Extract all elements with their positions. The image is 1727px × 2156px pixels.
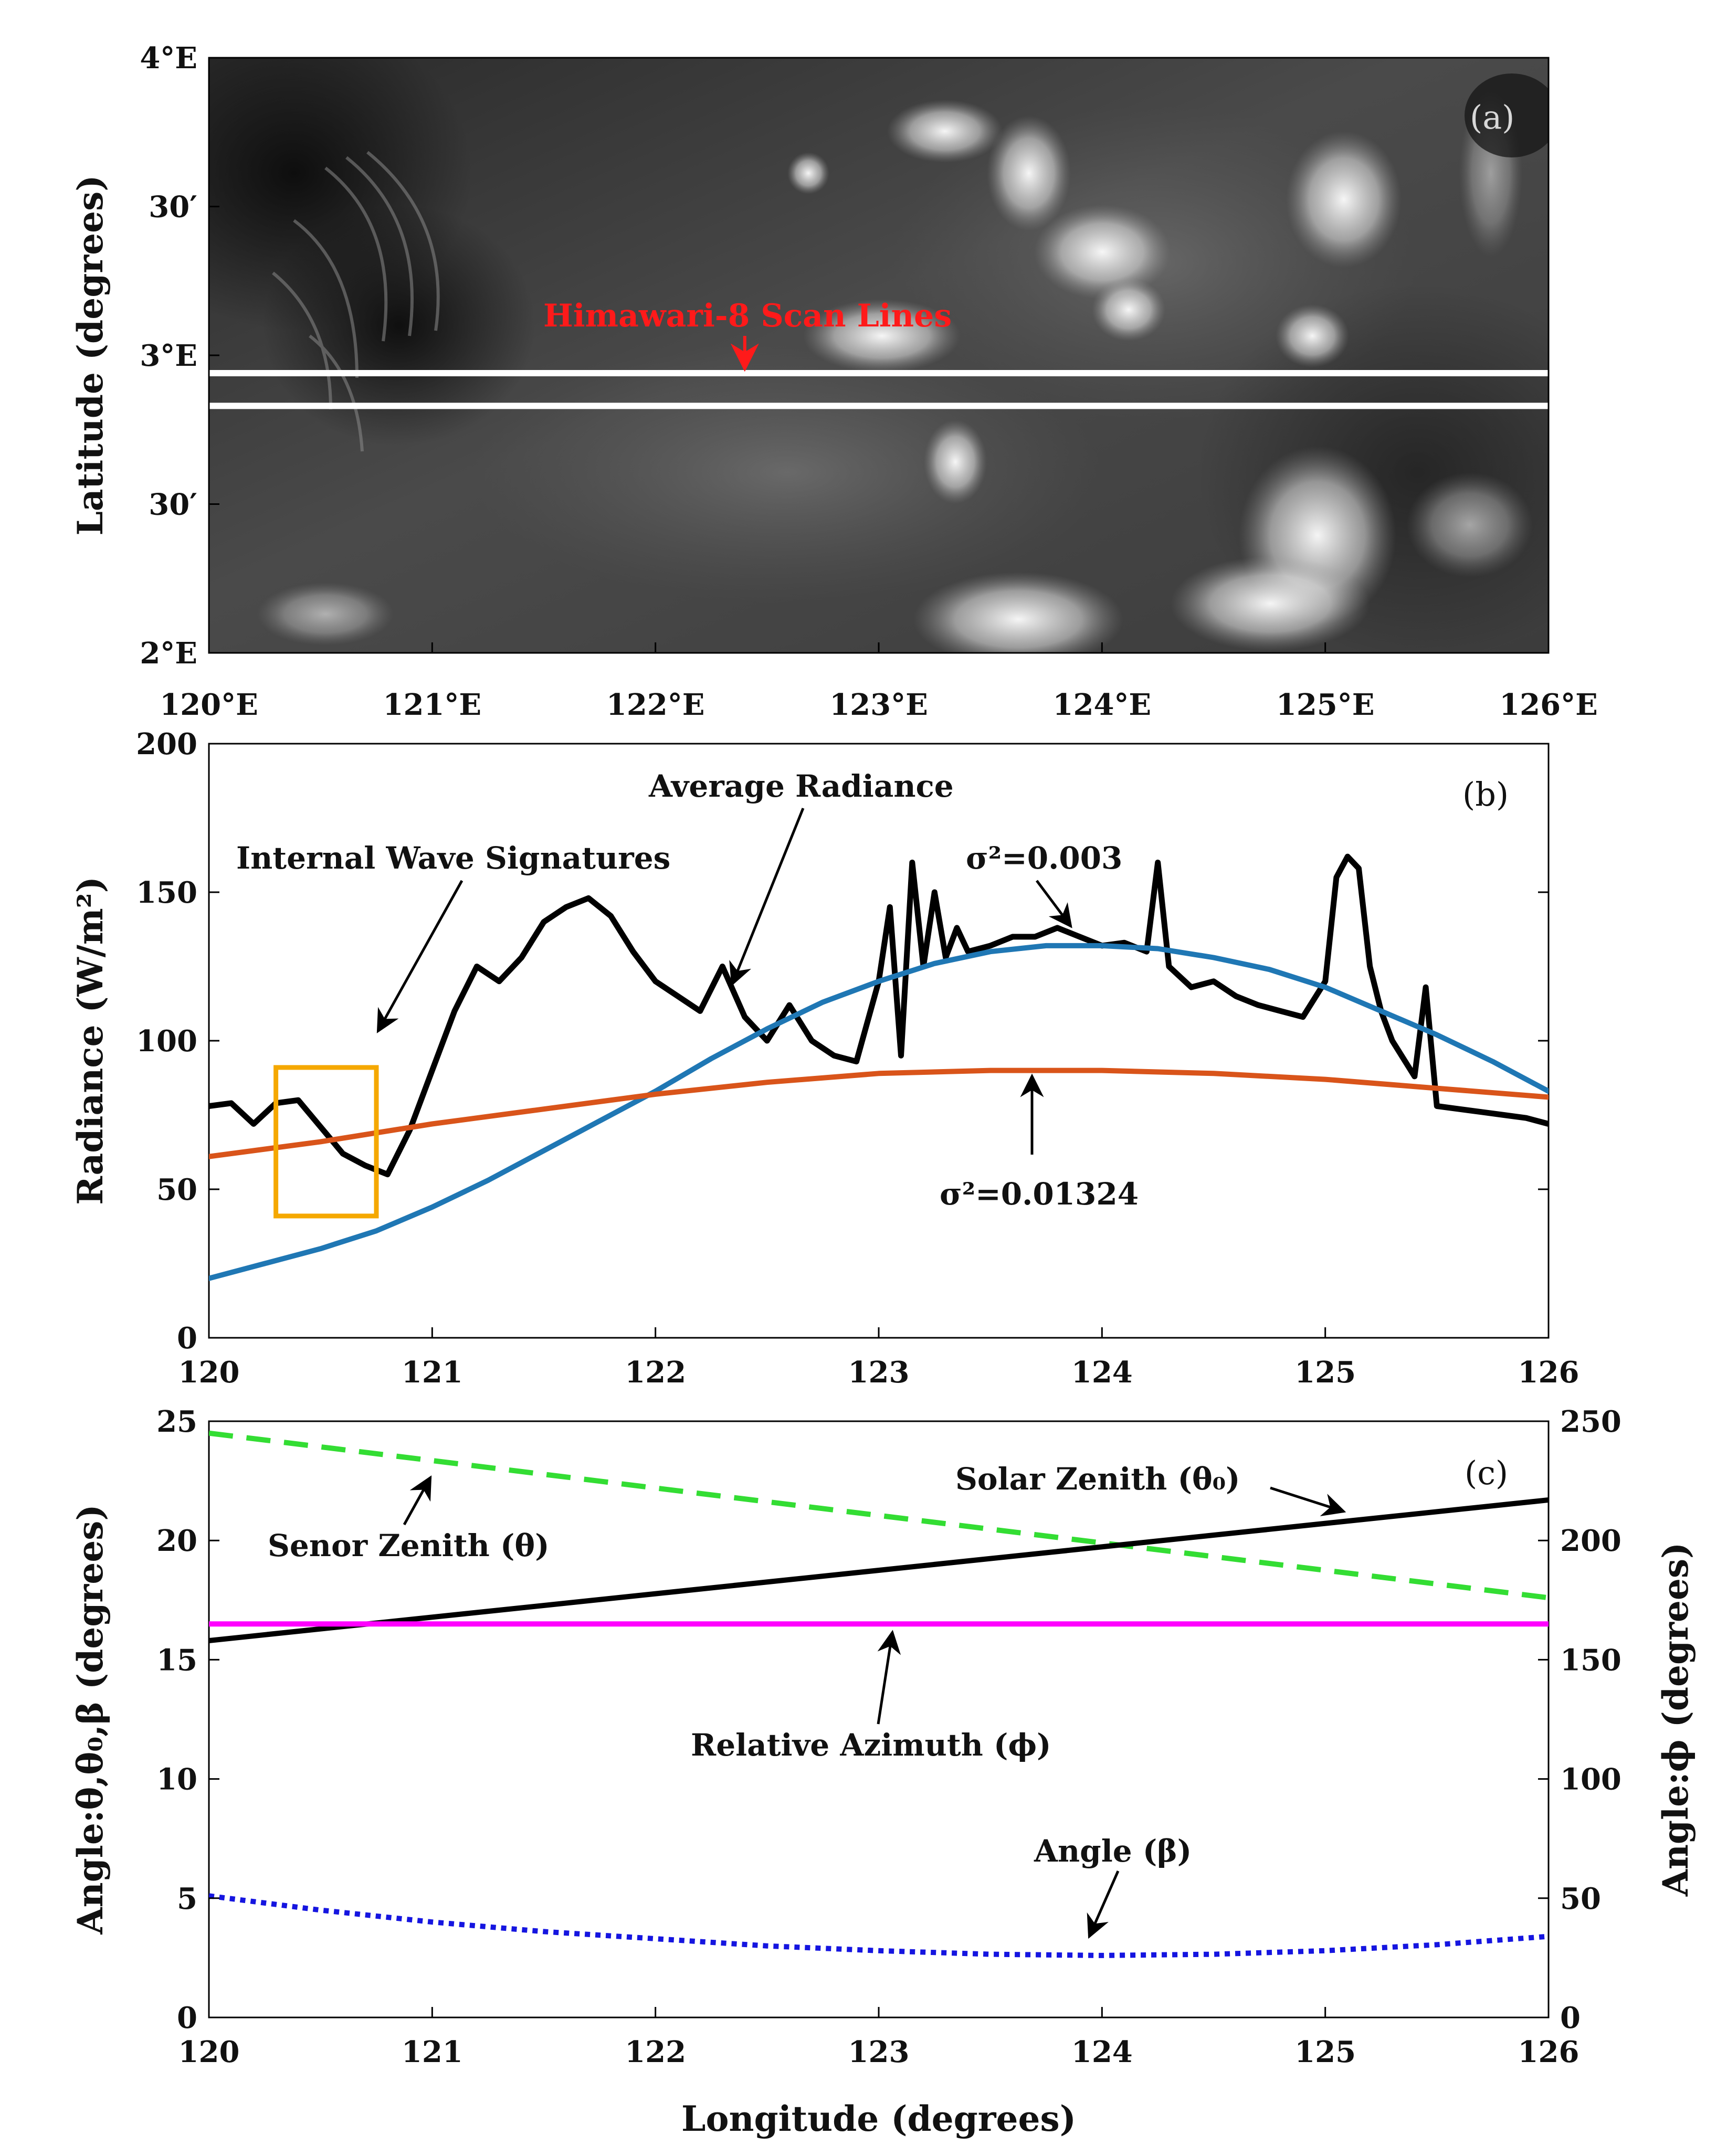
panel-c-left-y-ticks: 0 5 10 15 20 25	[156, 1404, 219, 2035]
internal-wave-arrow	[376, 880, 464, 1033]
y-tick-label: 2°E	[140, 636, 197, 671]
x-tick-label: 125	[1294, 1355, 1356, 1390]
y-tick-label: 4°E	[140, 41, 197, 76]
panel-c-xlabel: Longitude (degrees)	[681, 2098, 1076, 2139]
scan-lines-annotation: Himawari-8 Scan Lines	[543, 298, 952, 334]
panel-b-ylabel: Radiance (W/m²)	[70, 876, 111, 1205]
x-tick-label: 126°E	[1499, 688, 1598, 722]
left-y-tick-label: 20	[156, 1524, 197, 1558]
panel-a-x-ticks: 120°E 121°E 122°E 123°E 124°E 125°E 126°E	[160, 642, 1598, 722]
panel-b: 120 121 122 123 124 125 126 0 50 100 150 200 Radia…	[70, 727, 1579, 1390]
x-tick-label: 122	[625, 1355, 686, 1390]
x-tick-label: 123	[848, 2035, 910, 2069]
x-tick-label: 124°E	[1053, 688, 1152, 722]
panel-c-ylabel-left: Angle:θ,θ₀,β (degrees)	[70, 1504, 111, 1935]
x-tick-label: 123°E	[829, 688, 928, 722]
left-y-tick-label: 10	[156, 1762, 197, 1797]
angle-beta-line	[209, 1893, 1549, 1958]
right-y-tick-label: 150	[1560, 1643, 1621, 1677]
relative-azimuth-arrow	[877, 1630, 901, 1725]
x-tick-label: 126	[1518, 2035, 1579, 2069]
panel-c-label: (c)	[1465, 1454, 1508, 1492]
internal-wave-box	[273, 1065, 379, 1219]
average-radiance-arrow	[729, 808, 805, 987]
x-tick-label: 122	[625, 2035, 686, 2069]
x-tick-label: 120	[178, 2035, 240, 2069]
panel-a-y-ticks: 4°E 30′ 3°E 30′ 2°E	[140, 41, 219, 671]
panel-c-x-ticks: 120 121 122 123 124 125 126	[178, 2007, 1579, 2069]
left-y-tick-label: 0	[177, 2001, 197, 2035]
y-tick-label: 100	[136, 1024, 197, 1059]
x-tick-label: 121°E	[383, 688, 482, 722]
sensor-zenith-arrow	[403, 1475, 432, 1526]
y-tick-label: 3°E	[140, 339, 197, 373]
panel-b-x-ticks: 120 121 122 123 124 125 126	[178, 1327, 1579, 1390]
average-radiance-line	[209, 853, 1549, 1178]
sigma-01324-curve	[209, 1068, 1549, 1159]
left-y-tick-label: 5	[177, 1882, 197, 1916]
solar-zenith-annotation: Solar Zenith (θ₀)	[955, 1461, 1240, 1497]
panel-b-series	[209, 853, 1549, 1281]
right-y-tick-label: 100	[1560, 1762, 1621, 1797]
right-y-tick-label: 250	[1560, 1404, 1621, 1439]
x-tick-label: 121	[402, 1355, 463, 1390]
x-tick-label: 123	[848, 1355, 910, 1390]
panel-c: 120 121 122 123 124 125 126 0 5 10 15 20 25 0 50 100 1…	[70, 1404, 1696, 2139]
panel-c-series	[209, 1430, 1549, 1958]
panel-b-label: (b)	[1462, 775, 1509, 813]
x-tick-label: 125	[1294, 2035, 1356, 2069]
solar-zenith-line	[209, 1497, 1549, 1643]
x-tick-label: 122°E	[606, 688, 705, 722]
angle-beta-annotation: Angle (β)	[1034, 1833, 1192, 1869]
x-tick-label: 124	[1071, 1355, 1133, 1390]
panel-a-ylabel: Latitude (degrees)	[70, 175, 111, 536]
x-tick-label: 125°E	[1276, 688, 1375, 722]
x-tick-label: 120	[178, 1355, 240, 1390]
sigma-01324-annotation: σ²=0.01324	[940, 1176, 1139, 1212]
sigma-003-curve	[209, 943, 1549, 1281]
sensor-zenith-annotation: Senor Zenith (θ)	[268, 1528, 550, 1563]
x-tick-label: 120°E	[160, 688, 258, 722]
left-y-tick-label: 15	[156, 1643, 197, 1677]
x-tick-label: 126	[1518, 1355, 1579, 1390]
solar-zenith-arrow	[1270, 1486, 1346, 1517]
sigma-003-arrow	[1035, 880, 1072, 928]
y-tick-label: 150	[136, 875, 197, 910]
panel-c-ylabel-right: Angle:ϕ (degrees)	[1655, 1542, 1696, 1897]
panel-c-right-y-ticks: 0 50 100 150 200 250	[1538, 1404, 1621, 2035]
panel-a-label: (a)	[1470, 98, 1514, 136]
left-y-tick-label: 25	[156, 1404, 197, 1439]
x-tick-label: 124	[1071, 2035, 1133, 2069]
y-tick-label: 50	[156, 1172, 197, 1207]
internal-wave-annotation: Internal Wave Signatures	[236, 840, 670, 876]
sigma-003-annotation: σ²=0.003	[966, 840, 1122, 876]
right-y-tick-label: 200	[1560, 1524, 1621, 1558]
x-tick-label: 121	[402, 2035, 463, 2069]
satellite-image	[209, 58, 1549, 653]
angle-beta-arrow	[1087, 1870, 1120, 1939]
right-y-tick-label: 0	[1560, 2001, 1581, 2035]
y-tick-label: 0	[177, 1321, 197, 1356]
right-y-tick-label: 50	[1560, 1882, 1601, 1916]
y-tick-label: 30′	[149, 488, 197, 522]
relative-azimuth-annotation: Relative Azimuth (ϕ)	[691, 1727, 1051, 1763]
y-tick-label: 30′	[149, 190, 197, 225]
y-tick-label: 200	[136, 727, 197, 762]
average-radiance-annotation: Average Radiance	[648, 768, 954, 804]
panel-b-y-ticks: 0 50 100 150 200	[136, 727, 1549, 1356]
panel-a: 120°E 121°E 122°E 123°E 124°E 125°E 126°E 4°E 3…	[70, 41, 1598, 722]
